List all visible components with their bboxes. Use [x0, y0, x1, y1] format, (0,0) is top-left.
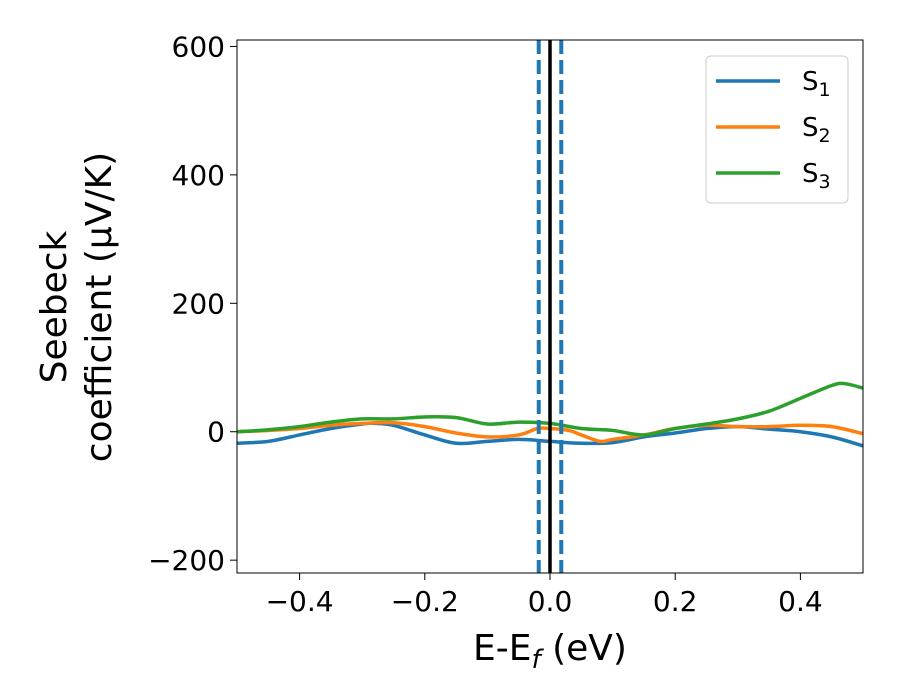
legend-label-s3: S3 [802, 159, 831, 193]
y-tick-label: 0 [207, 416, 225, 449]
legend-label-s2: S2 [802, 113, 831, 147]
legend-label-s1: S1 [802, 67, 831, 101]
x-tick-label: 0.2 [653, 585, 698, 618]
legend-box [705, 55, 849, 204]
legend: S1 S2 S3 [705, 55, 849, 204]
y-axis-title-line1: Seebeck [34, 230, 75, 383]
x-tick-label: 0.4 [778, 585, 823, 618]
y-axis-title: Seebeck coefficient (μV/K) [34, 152, 120, 462]
series-line-s3 [237, 381, 863, 437]
y-tick-label: 400 [172, 159, 225, 192]
y-axis-ticks: −200 0 200 400 600 [148, 30, 237, 577]
x-axis-title: E-Ef (eV) [473, 628, 627, 675]
y-axis-title-line2: coefficient (μV/K) [79, 152, 120, 462]
x-tick-label: −0.2 [391, 585, 459, 618]
fermi-lines [536, 40, 564, 573]
y-tick-label: 600 [172, 30, 225, 63]
x-tick-label: 0.0 [528, 585, 573, 618]
y-tick-label: −200 [148, 544, 225, 577]
x-axis-ticks: −0.4 −0.2 0.0 0.2 0.4 [266, 573, 823, 618]
x-tick-label: −0.4 [266, 585, 334, 618]
y-tick-label: 200 [172, 287, 225, 320]
